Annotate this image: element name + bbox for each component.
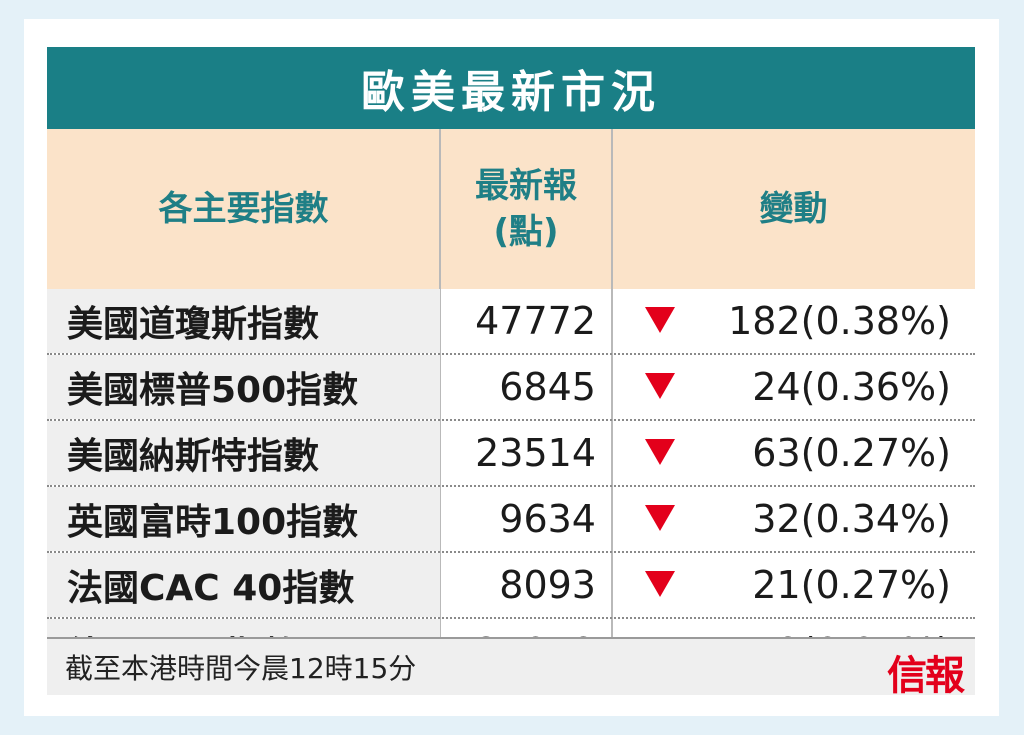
header-latest-line1: 最新報: [475, 166, 577, 206]
change-cell: 24(0.36%): [612, 355, 975, 419]
index-name: 美國納斯特指數: [47, 421, 440, 485]
header-latest-line2: (點): [493, 212, 559, 252]
change-cell: 21(0.27%): [612, 553, 975, 617]
change-cell: 63(0.27%): [612, 421, 975, 485]
index-name: 美國標普500指數: [47, 355, 440, 419]
index-value: 8093: [499, 563, 596, 607]
change-value: 24(0.36%): [752, 365, 951, 409]
header-row: 各主要指數 最新報 (點) 變動: [47, 129, 975, 289]
index-value: 23514: [475, 431, 596, 475]
down-arrow-icon: [645, 571, 675, 597]
change-cell: 182(0.38%): [612, 289, 975, 353]
change-value: 63(0.27%): [752, 431, 951, 475]
change-value: 182(0.38%): [728, 299, 951, 343]
down-arrow-icon: [645, 505, 675, 531]
header-change: 變動: [759, 189, 828, 229]
table-row: 美國標普500指數 6845 24(0.36%): [47, 355, 975, 421]
index-rows: 美國道瓊斯指數 47772 182(0.38%) 美國標普500指數 6845 …: [47, 289, 975, 685]
down-arrow-icon: [645, 373, 675, 399]
change-cell: 32(0.34%): [612, 487, 975, 551]
index-name: 法國CAC 40指數: [47, 553, 440, 617]
market-table-card: 歐美最新市況 各主要指數 最新報 (點) 變動 美國道瓊斯指數 47772 18…: [47, 47, 975, 699]
table-title: 歐美最新市況: [47, 47, 975, 129]
column-divider-1: [439, 129, 441, 637]
header-latest: 最新報 (點): [440, 129, 612, 289]
down-arrow-icon: [645, 439, 675, 465]
index-value: 47772: [475, 299, 596, 343]
column-divider-2: [611, 129, 613, 637]
index-name: 英國富時100指數: [47, 487, 440, 551]
change-value: 21(0.27%): [752, 563, 951, 607]
change-value: 32(0.34%): [752, 497, 951, 541]
index-value: 6845: [499, 365, 596, 409]
index-value: 9634: [499, 497, 596, 541]
table-row: 英國富時100指數 9634 32(0.34%): [47, 487, 975, 553]
brand-logo: 信報: [887, 652, 965, 699]
footer: 截至本港時間今晨12時15分 信報: [47, 637, 975, 699]
table-row: 法國CAC 40指數 8093 21(0.27%): [47, 553, 975, 619]
timestamp-note: 截至本港時間今晨12時15分: [65, 652, 417, 685]
table-row: 美國道瓊斯指數 47772 182(0.38%): [47, 289, 975, 355]
table-row: 美國納斯特指數 23514 63(0.27%): [47, 421, 975, 487]
down-arrow-icon: [645, 307, 675, 333]
header-index-name: 各主要指數: [158, 189, 329, 229]
index-name: 美國道瓊斯指數: [47, 289, 440, 353]
